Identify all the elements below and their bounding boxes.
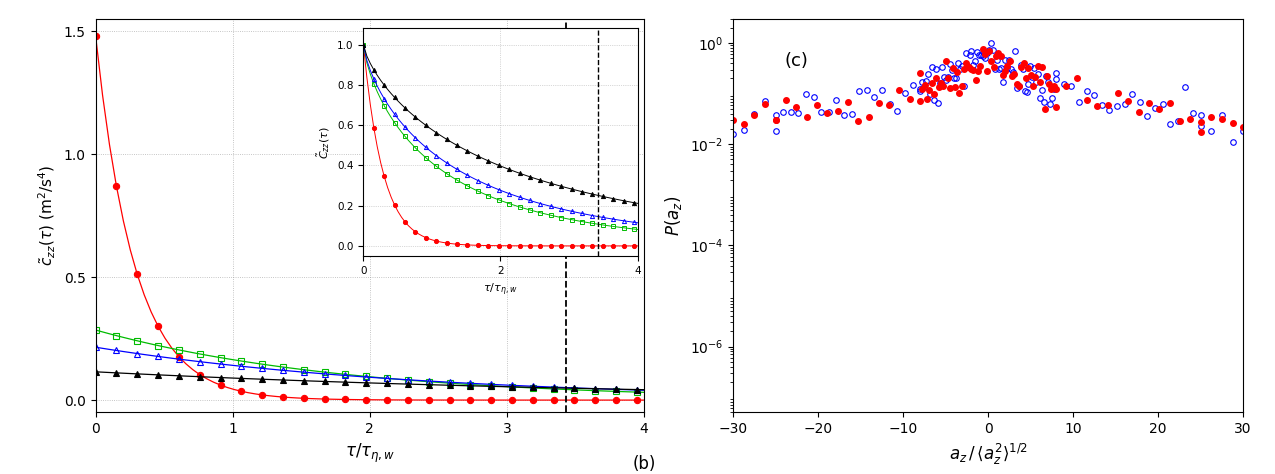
Y-axis label: $P(a_z)$: $P(a_z)$ — [663, 195, 685, 236]
X-axis label: $\tau/\tau_{\eta,w}$: $\tau/\tau_{\eta,w}$ — [483, 281, 518, 298]
Y-axis label: $\tilde{C}_{zz}(\tau)$: $\tilde{C}_{zz}(\tau)$ — [315, 126, 332, 159]
Text: (c): (c) — [784, 52, 808, 70]
X-axis label: $a_z\,/\,\langle a_z^2\rangle^{1/2}$: $a_z\,/\,\langle a_z^2\rangle^{1/2}$ — [949, 442, 1028, 467]
X-axis label: $\tau/\tau_{\eta,w}$: $\tau/\tau_{\eta,w}$ — [344, 442, 395, 465]
Y-axis label: $\tilde{c}_{zz}(\tau)$ ($\mathrm{m}^2/\mathrm{s}^4$): $\tilde{c}_{zz}(\tau)$ ($\mathrm{m}^2/\m… — [37, 165, 59, 266]
Text: (b): (b) — [632, 455, 655, 473]
